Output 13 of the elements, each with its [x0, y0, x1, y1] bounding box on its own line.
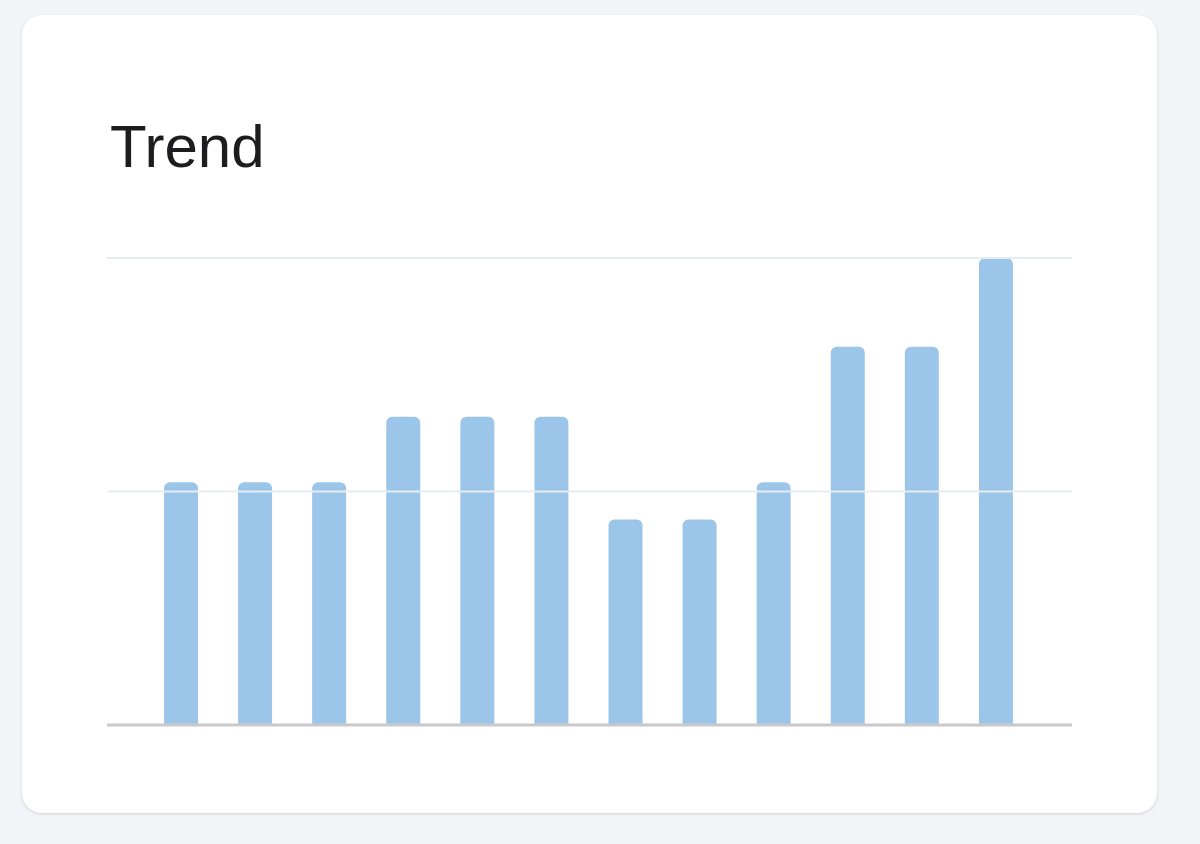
bar: [830, 346, 865, 725]
bar: [756, 482, 791, 725]
bar: [682, 519, 717, 725]
bar: [460, 416, 495, 725]
bar: [534, 416, 569, 725]
bar: [312, 482, 347, 725]
chart-title: Trend: [110, 113, 265, 180]
bar: [978, 258, 1013, 725]
bar: [608, 519, 643, 725]
bar: [164, 482, 198, 725]
bar: [386, 416, 421, 725]
bar: [238, 482, 273, 725]
bar: [904, 346, 939, 725]
